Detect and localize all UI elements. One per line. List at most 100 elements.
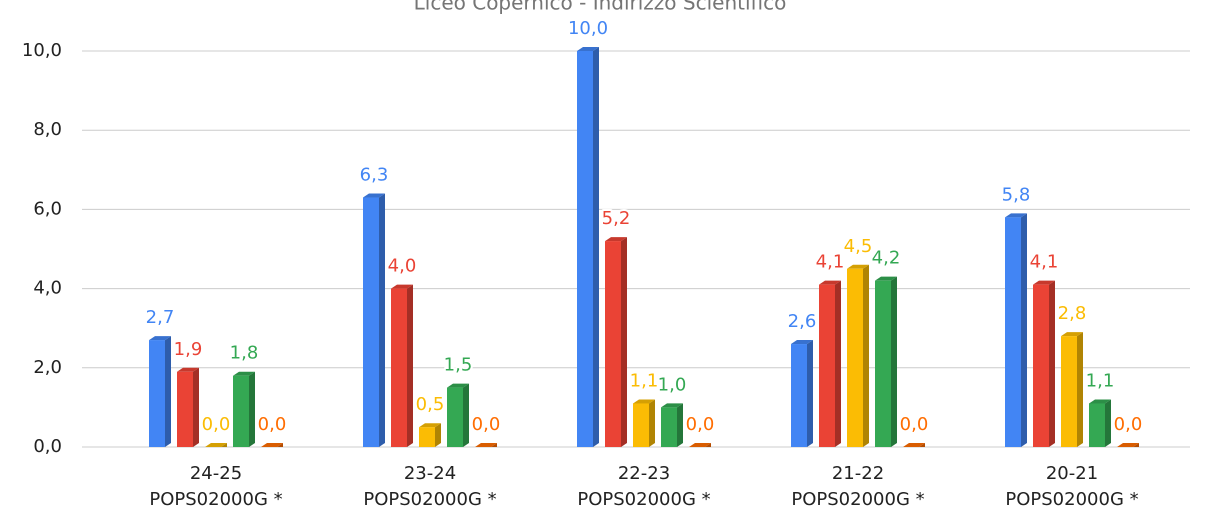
data-label: 4,5	[844, 236, 873, 257]
bar	[847, 268, 863, 447]
bar-top	[689, 443, 711, 447]
data-label: 5,2	[602, 208, 631, 229]
bar-side	[835, 280, 841, 447]
bar-top	[819, 280, 841, 285]
data-label: 5,8	[1002, 184, 1031, 205]
bar	[1005, 217, 1021, 447]
bar-side	[863, 264, 869, 447]
y-tick-label: 10,0	[22, 40, 62, 61]
data-label: 4,1	[1030, 252, 1059, 273]
bar-top	[1061, 332, 1083, 337]
x-tick-label: 22-23	[618, 463, 670, 484]
data-label: 2,6	[788, 311, 817, 332]
x-tick-label: POPS02000G *	[363, 489, 496, 510]
bar-side	[807, 340, 813, 447]
y-tick-label: 0,0	[33, 436, 62, 457]
bar-side	[379, 193, 385, 447]
x-tick-label: 23-24	[404, 463, 456, 484]
bar-top	[605, 237, 627, 242]
x-tick-label: POPS02000G *	[577, 489, 710, 510]
bar-top	[391, 284, 413, 289]
bar-top	[633, 399, 655, 404]
bar-top	[233, 371, 255, 376]
bar-top	[419, 423, 441, 428]
data-label: 0,0	[686, 414, 715, 435]
bar	[1089, 403, 1105, 447]
bar	[791, 344, 807, 447]
bar-side	[1105, 399, 1111, 447]
bar	[233, 375, 249, 447]
y-tick-label: 2,0	[33, 357, 62, 378]
data-label: 1,1	[630, 370, 659, 391]
bar-top	[205, 443, 227, 447]
x-tick-label: 20-21	[1046, 463, 1098, 484]
y-tick-label: 8,0	[33, 119, 62, 140]
bar-top	[475, 443, 497, 447]
bar-top	[1033, 280, 1055, 285]
data-label: 10,0	[568, 18, 608, 39]
bar-top	[661, 403, 683, 408]
data-label: 0,5	[416, 394, 445, 415]
bar	[661, 407, 677, 447]
bar-top	[791, 340, 813, 345]
data-label: 0,0	[1114, 414, 1143, 435]
bar-side	[891, 276, 897, 447]
bar-side	[1049, 280, 1055, 447]
bar-top	[447, 383, 469, 388]
bar-side	[1021, 213, 1027, 447]
y-tick-label: 4,0	[33, 278, 62, 299]
bar	[177, 371, 193, 447]
data-label: 1,1	[1086, 370, 1115, 391]
bar-side	[649, 399, 655, 447]
bar	[875, 280, 891, 447]
bar-side	[463, 383, 469, 447]
data-label: 1,0	[658, 374, 687, 395]
bar-side	[249, 371, 255, 447]
x-tick-label: POPS02000G *	[791, 489, 924, 510]
data-label: 0,0	[258, 414, 287, 435]
x-tick-label: POPS02000G *	[1005, 489, 1138, 510]
bar	[391, 288, 407, 447]
bar-side	[435, 423, 441, 447]
bar-top	[261, 443, 283, 447]
bar	[577, 51, 593, 447]
bar-side	[407, 284, 413, 447]
bar	[633, 403, 649, 447]
bar-side	[193, 367, 199, 447]
data-label: 1,9	[174, 339, 203, 360]
bar	[419, 427, 435, 447]
data-label: 2,7	[146, 307, 175, 328]
data-label: 1,5	[444, 355, 473, 376]
data-label: 0,0	[900, 414, 929, 435]
data-label: 0,0	[202, 414, 231, 435]
x-tick-label: 24-25	[190, 463, 242, 484]
bar	[819, 284, 835, 447]
bar-top	[847, 264, 869, 269]
bar-top	[903, 443, 925, 447]
data-label: 1,8	[230, 343, 259, 364]
bar	[1061, 336, 1077, 447]
bar-side	[677, 403, 683, 447]
bar	[605, 241, 621, 447]
bar-top	[577, 47, 599, 51]
bar-side	[593, 47, 599, 447]
bar-top	[1005, 213, 1027, 218]
data-label: 6,3	[360, 165, 389, 186]
y-tick-label: 6,0	[33, 198, 62, 219]
bar	[363, 197, 379, 447]
bar-side	[165, 336, 171, 447]
x-tick-label: 21-22	[832, 463, 884, 484]
bar-top	[875, 276, 897, 281]
chart-title: Liceo Copernico - Indirizzo Scientifico	[414, 0, 787, 15]
data-label: 4,0	[388, 256, 417, 277]
bar-side	[1077, 332, 1083, 447]
data-label: 4,2	[872, 248, 901, 269]
bar-top	[1117, 443, 1139, 447]
data-label: 2,8	[1058, 303, 1087, 324]
bar	[447, 387, 463, 447]
bar-top	[1089, 399, 1111, 404]
x-tick-label: POPS02000G *	[149, 489, 282, 510]
bar-top	[363, 193, 385, 198]
bar-top	[177, 367, 199, 372]
